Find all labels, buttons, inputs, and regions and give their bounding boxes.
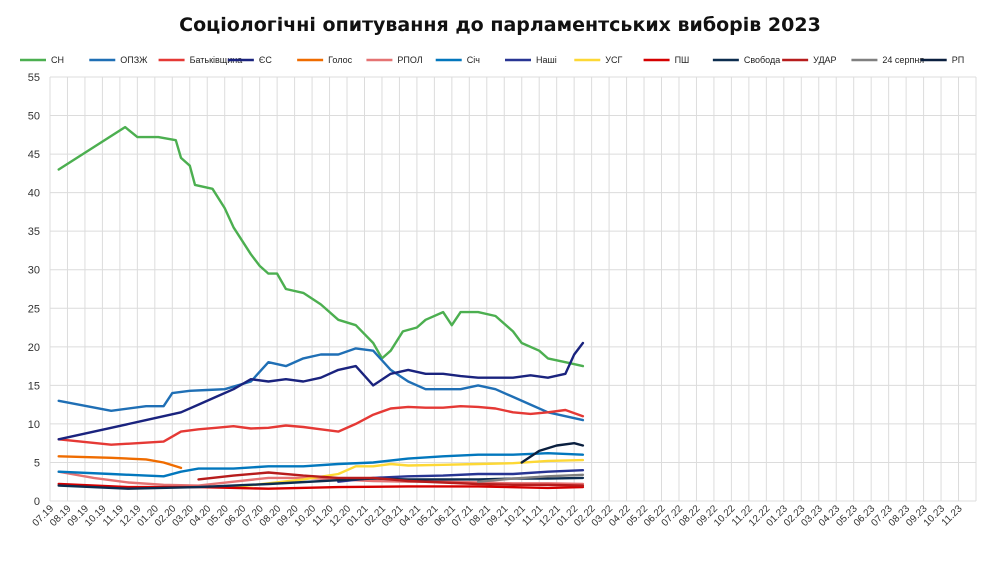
- y-tick-label: 20: [28, 342, 40, 354]
- series-line: [57, 452, 585, 478]
- series-line: [232, 458, 585, 489]
- legend-label: Свобода: [744, 55, 780, 65]
- legend-label: Батьківщина: [190, 55, 243, 65]
- series-line: [476, 473, 585, 483]
- legend-label: 24 серпня: [882, 55, 924, 65]
- legend-label: ОПЗЖ: [120, 55, 148, 65]
- y-tick-label: 10: [28, 419, 40, 431]
- y-tick-label: 40: [28, 188, 40, 200]
- grid-lines: [49, 76, 977, 502]
- y-tick-label: 25: [28, 303, 40, 315]
- y-tick-label: 45: [28, 149, 40, 161]
- y-tick-label: 15: [28, 380, 40, 392]
- legend-label: СН: [51, 55, 64, 65]
- y-tick-label: 55: [28, 72, 40, 84]
- series-lines: [57, 125, 585, 490]
- y-tick-label: 50: [28, 111, 40, 123]
- series-line: [57, 455, 183, 470]
- legend-label: Січ: [467, 55, 480, 65]
- legend-label: ПШ: [675, 55, 690, 65]
- legend: СН ОПЗЖ Батьківщина ЄС Голос РПОЛ Січ Наші УСГ ПШ…: [20, 55, 964, 65]
- x-tick-label: 11.23: [940, 503, 965, 528]
- series-line: [57, 125, 585, 368]
- series-line: [57, 405, 585, 446]
- series-line: [57, 341, 585, 441]
- legend-label: РП: [952, 55, 964, 65]
- y-tick-label: 0: [34, 496, 40, 508]
- y-tick-label: 30: [28, 265, 40, 277]
- x-axis-ticks: 07.1908.1909.1910.1911.1912.1901.2002.20…: [31, 503, 965, 529]
- legend-label: ЄС: [259, 55, 272, 65]
- series-line: [57, 347, 585, 422]
- chart-title: Соціологічні опитування до парламентськи…: [179, 14, 821, 36]
- series-line: [57, 470, 585, 487]
- legend-label: УДАР: [813, 55, 836, 65]
- legend-label: Голос: [328, 55, 352, 65]
- y-axis-ticks: 0 5 10 15 20 25 30 35 40 45 50 55: [28, 72, 40, 508]
- legend-label: РПОЛ: [397, 55, 422, 65]
- legend-label: УСГ: [605, 55, 622, 65]
- legend-label: Наші: [536, 55, 557, 65]
- series-line: [197, 471, 585, 487]
- series-line: [520, 442, 585, 464]
- y-tick-label: 5: [34, 457, 40, 469]
- y-tick-label: 35: [28, 226, 40, 238]
